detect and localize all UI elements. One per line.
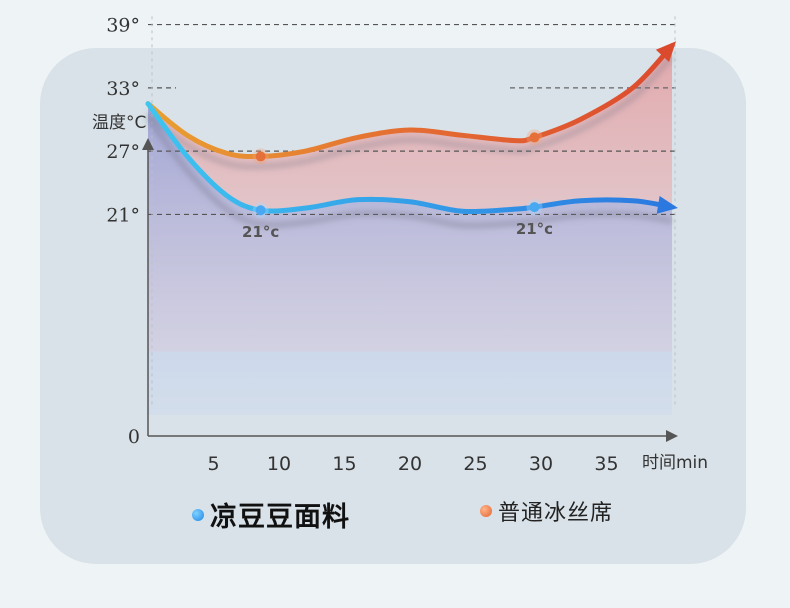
x-tick-label: 10 — [267, 453, 291, 475]
y-axis-title: 温度°C — [92, 113, 146, 133]
line-series-b — [145, 43, 675, 160]
point-annotation: 21°c — [242, 223, 279, 241]
line-shadow-series-b — [146, 53, 675, 170]
x-axis-title: 时间min — [642, 453, 708, 473]
x-tick-label: 35 — [594, 453, 618, 475]
y-tick-label: 21° — [106, 204, 140, 226]
area-fill-series-a — [148, 103, 672, 415]
x-tick-label: 25 — [463, 453, 487, 475]
x-tick-label: 20 — [398, 453, 422, 475]
y-tick-label: 27° — [106, 141, 140, 163]
legend-dot-orange — [480, 505, 492, 517]
line-shadow-series-a — [145, 115, 673, 229]
legend-label-series-b: 普通冰丝席 — [498, 501, 614, 526]
arrowhead-series-a — [656, 195, 678, 214]
y-tick-label: 0 — [128, 426, 140, 448]
y-tick-label: 33° — [106, 78, 140, 100]
y-axis-arrow — [142, 138, 154, 150]
data-point-series-b — [529, 132, 540, 143]
legend-item-series-b: 普通冰丝席 — [480, 495, 613, 527]
legend-item-series-a: 凉豆豆面料 — [192, 495, 350, 534]
line-series-a — [145, 101, 675, 215]
y-tick-label: 39° — [106, 15, 140, 37]
data-point-series-a — [255, 205, 266, 216]
legend-dot-blue — [192, 508, 204, 521]
x-tick-label: 15 — [332, 453, 356, 475]
data-point-series-b — [255, 151, 266, 162]
x-tick-label: 30 — [529, 453, 553, 475]
arrowhead-series-b — [655, 41, 677, 63]
legend-label-series-a: 凉豆豆面料 — [210, 502, 350, 533]
x-tick-label: 5 — [207, 453, 219, 475]
x-axis-arrow — [666, 430, 678, 442]
point-annotation: 21°c — [516, 220, 553, 238]
data-point-series-a — [529, 202, 540, 213]
